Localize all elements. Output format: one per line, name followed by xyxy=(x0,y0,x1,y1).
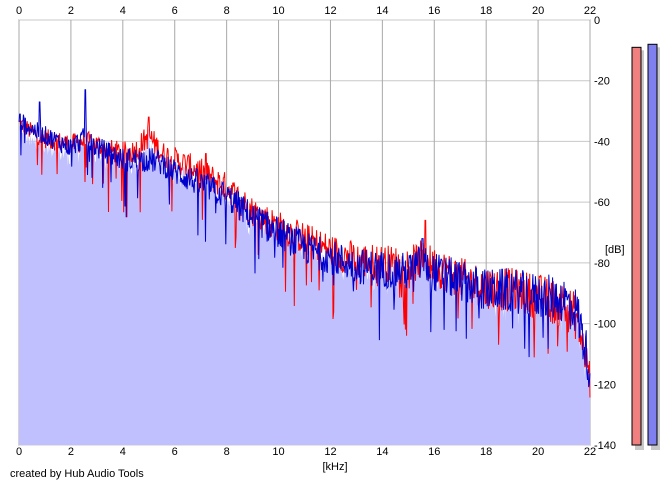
x-tick-label-top: 12 xyxy=(324,5,336,17)
x-tick-label-bottom: 10 xyxy=(272,446,284,458)
x-tick-label-top: 4 xyxy=(120,5,126,17)
x-tick-label-top: 8 xyxy=(224,5,230,17)
x-tick-label-bottom: 18 xyxy=(480,446,492,458)
x-tick-label-top: 0 xyxy=(16,5,22,17)
x-tick-label-bottom: 4 xyxy=(120,446,126,458)
series-layer xyxy=(18,89,591,398)
x-tick-label-bottom: 22 xyxy=(584,446,596,458)
x-tick-label-bottom: 6 xyxy=(172,446,178,458)
x-tick-label-bottom: 16 xyxy=(428,446,440,458)
x-tick-label-top: 14 xyxy=(376,5,388,17)
x-tick-label-bottom: 0 xyxy=(16,446,22,458)
y-tick-label: -60 xyxy=(594,197,610,209)
x-tick-label-top: 10 xyxy=(272,5,284,17)
x-tick-label-top: 20 xyxy=(532,5,544,17)
y-axis-unit-label: [dB] xyxy=(605,244,625,256)
y-tick-labels: 0 -20 -40 -60 -80 -100 -120 -140 xyxy=(594,15,616,452)
x-tick-labels-bottom: 0 2 4 6 8 10 12 14 16 18 20 22 xyxy=(16,446,596,458)
level-meter-bar xyxy=(647,43,658,446)
y-tick-label: -40 xyxy=(594,136,610,148)
x-tick-label-top: 16 xyxy=(428,5,440,17)
x-axis-unit-label: [kHz] xyxy=(322,461,347,473)
level-meters xyxy=(631,43,660,451)
spectrum-fill-area xyxy=(19,102,590,445)
level-meter-bar xyxy=(631,46,642,446)
y-tick-label: -120 xyxy=(594,379,616,391)
y-tick-label: -140 xyxy=(594,440,616,452)
x-tick-label-top: 18 xyxy=(480,5,492,17)
y-tick-label: 0 xyxy=(594,15,600,27)
x-tick-label-bottom: 8 xyxy=(224,446,230,458)
x-tick-label-bottom: 14 xyxy=(376,446,388,458)
x-tick-label-top: 6 xyxy=(172,5,178,17)
y-tick-label: -20 xyxy=(594,76,610,88)
x-tick-labels-top: 0 2 4 6 8 10 12 14 16 18 20 22 xyxy=(16,5,596,17)
y-tick-label: -100 xyxy=(594,319,616,331)
x-tick-label-top: 2 xyxy=(68,5,74,17)
y-tick-label: -80 xyxy=(594,258,610,270)
x-tick-label-top: 22 xyxy=(584,5,596,17)
series-line-2 xyxy=(18,89,591,388)
x-tick-label-bottom: 2 xyxy=(68,446,74,458)
x-tick-label-bottom: 20 xyxy=(532,446,544,458)
credit-text: created by Hub Audio Tools xyxy=(10,468,144,480)
x-tick-label-bottom: 12 xyxy=(324,446,336,458)
